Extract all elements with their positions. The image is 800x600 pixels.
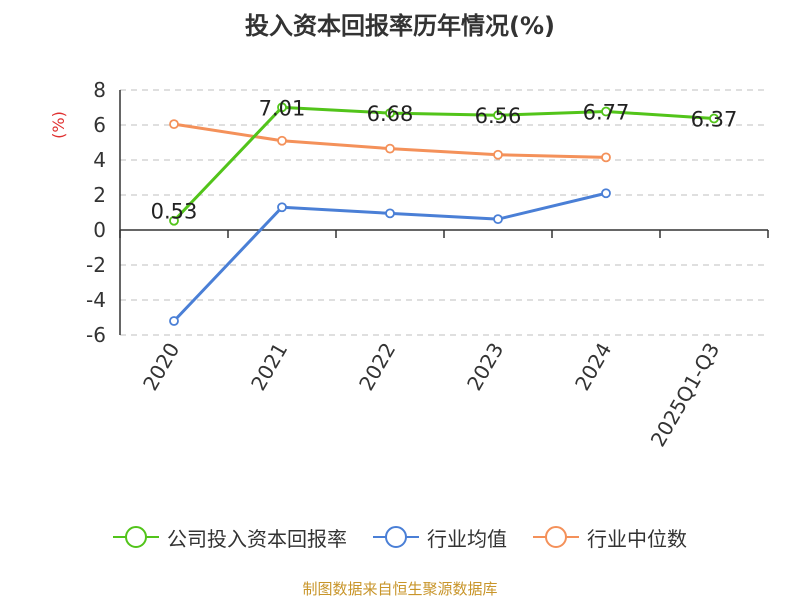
series-1-point-2 bbox=[385, 208, 395, 219]
x-tick-label-3: 2023 bbox=[462, 339, 508, 395]
y-tick-label-0: 8 bbox=[93, 78, 106, 102]
legend-label-company: 公司投入资本回报率 bbox=[167, 526, 347, 551]
series-0-point-4 bbox=[601, 106, 611, 117]
series-1-point-1 bbox=[277, 202, 287, 213]
series-1-point-4 bbox=[601, 188, 611, 199]
series-2-point-2 bbox=[385, 143, 395, 154]
series-layer bbox=[169, 102, 719, 326]
x-tick-label-5: 2025Q1-Q3 bbox=[646, 339, 725, 451]
legend: 公司投入资本回报率 行业均值 行业中位数 bbox=[0, 520, 800, 554]
series-1-point-0 bbox=[169, 316, 179, 326]
legend-swatch-company bbox=[113, 526, 159, 548]
y-axis-label: (%) bbox=[49, 111, 68, 139]
series-2-point-4 bbox=[601, 152, 611, 163]
y-tick-label-7: -6 bbox=[86, 323, 106, 347]
series-0-point-5 bbox=[709, 113, 719, 124]
line-chart: 8 6 4 2 0 -2 -4 -6 (%) 2020 2021 2022 2023 2024 2025Q1… bbox=[49, 78, 769, 451]
legend-label-industry-mean: 行业均值 bbox=[427, 526, 507, 551]
x-tick-label-4: 2024 bbox=[570, 339, 616, 395]
data-label-1: 7.01 bbox=[259, 96, 306, 120]
source-note: 制图数据来自恒生聚源数据库 bbox=[302, 580, 498, 598]
legend-swatch-industry-mean bbox=[373, 526, 419, 548]
series-0-point-2 bbox=[385, 108, 395, 118]
data-label-5: 6.37 bbox=[691, 108, 738, 132]
series-2-point-0 bbox=[169, 119, 179, 130]
data-label-2: 6.68 bbox=[367, 102, 414, 126]
y-tick-label-5: -2 bbox=[86, 253, 106, 277]
legend-item-industry-median[interactable]: 行业中位数 bbox=[533, 523, 687, 552]
data-label-0: 0.53 bbox=[151, 200, 198, 224]
chart-title: 投入资本回报率历年情况(%) bbox=[245, 12, 555, 40]
legend-item-industry-mean[interactable]: 行业均值 bbox=[373, 523, 507, 552]
y-tick-label-2: 4 bbox=[93, 148, 106, 172]
series-2-point-3 bbox=[493, 149, 503, 160]
y-tick-label-1: 6 bbox=[93, 113, 106, 137]
data-label-4: 6.77 bbox=[583, 101, 630, 125]
series-1-point-3 bbox=[493, 214, 503, 225]
data-label-3: 6.56 bbox=[475, 104, 522, 128]
legend-swatch-industry-median bbox=[533, 526, 579, 548]
x-tick-label-0: 2020 bbox=[138, 339, 184, 395]
axes: 8 6 4 2 0 -2 -4 -6 (%) 2020 2021 2022 2023 2024 2025Q1… bbox=[49, 78, 769, 451]
legend-label-industry-median: 行业中位数 bbox=[587, 526, 687, 551]
x-tick-label-2: 2022 bbox=[354, 339, 400, 395]
y-tick-label-3: 2 bbox=[93, 183, 106, 207]
data-labels: 0.53 7.01 6.68 6.56 6.77 6.37 bbox=[151, 96, 738, 223]
grid-lines bbox=[120, 89, 768, 336]
series-0-point-0 bbox=[169, 215, 179, 226]
y-tick-label-6: -4 bbox=[86, 288, 106, 312]
series-2-point-1 bbox=[277, 135, 287, 146]
y-tick-label-4: 0 bbox=[93, 218, 106, 242]
legend-item-company[interactable]: 公司投入资本回报率 bbox=[113, 523, 347, 552]
series-line-0 bbox=[172, 105, 715, 222]
series-0-point-1 bbox=[277, 102, 287, 113]
series-0-point-3 bbox=[493, 110, 503, 121]
x-tick-label-1: 2021 bbox=[246, 339, 292, 395]
